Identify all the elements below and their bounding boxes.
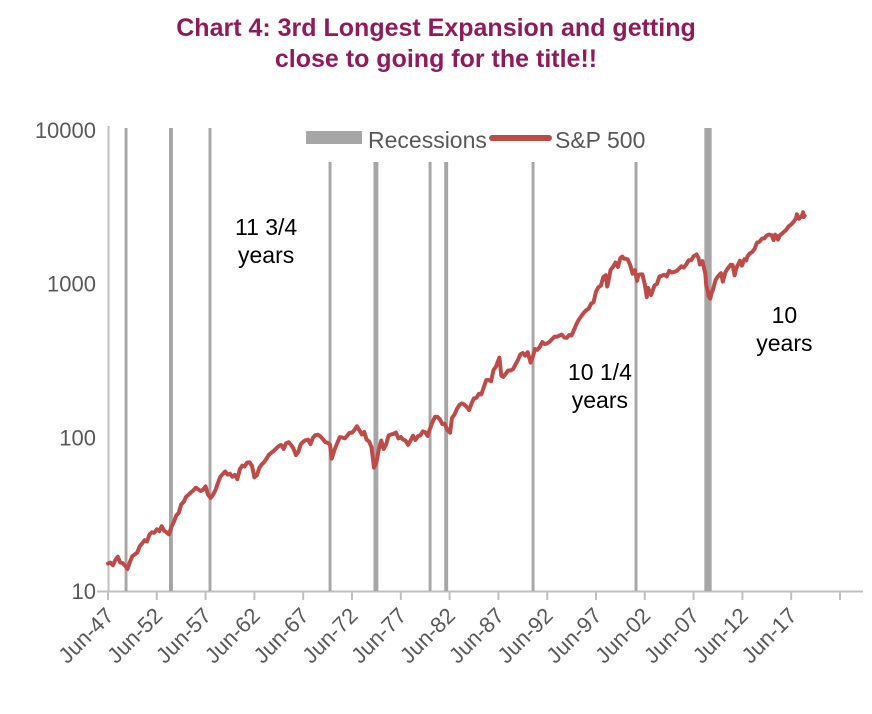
annotation-expansion-3: years (756, 330, 812, 356)
x-axis-label-Jun-17: Jun-17 (736, 603, 801, 668)
recession-band (428, 128, 432, 591)
legend-swatch-recessions (306, 131, 362, 144)
y-axis-label-100: 100 (59, 425, 96, 450)
recession-band (328, 128, 332, 591)
recession-band (373, 128, 379, 591)
chart-title: Chart 4: 3rd Longest Expansion and getti… (0, 13, 872, 75)
recession-band (169, 128, 173, 591)
y-axis-label-10: 10 (72, 579, 96, 604)
y-axis-label-1000: 1000 (47, 272, 96, 297)
recession-band (444, 128, 449, 591)
recession-band (124, 128, 128, 591)
annotation-expansion-1: 11 3/4 (235, 214, 297, 240)
sp500-line (106, 210, 807, 571)
chart-title-line1: Chart 4: 3rd Longest Expansion and getti… (176, 14, 696, 42)
recession-band (208, 128, 212, 591)
annotation-expansion-2: years (572, 387, 628, 413)
recession-band (704, 128, 712, 591)
annotation-expansion-3: 10 (772, 302, 798, 328)
annotation-expansion-2: 10 1/4 (568, 359, 632, 385)
annotation-expansion-1: years (238, 242, 294, 268)
y-axis-label-10000: 10000 (35, 118, 96, 143)
recession-band (634, 128, 638, 591)
legend-label-recessions: Recessions (368, 127, 487, 153)
legend-label-sp500: S&P 500 (555, 127, 645, 153)
chart-title-line2: close to going for the title!! (274, 45, 598, 73)
